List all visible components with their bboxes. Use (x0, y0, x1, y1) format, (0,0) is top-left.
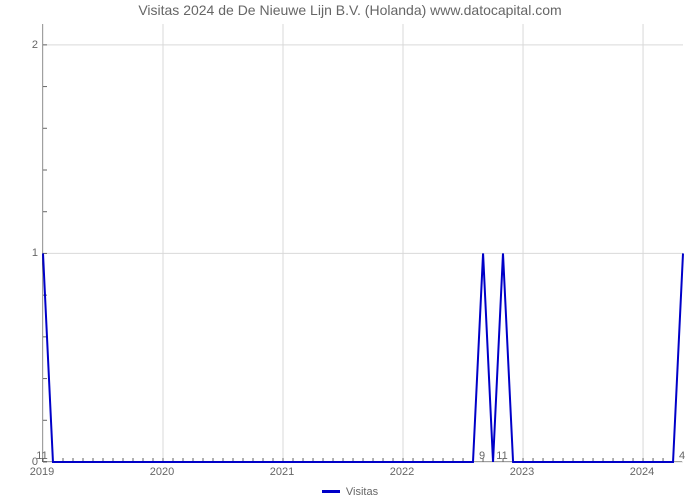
visits-chart: Visitas 2024 de De Nieuwe Lijn B.V. (Hol… (0, 0, 700, 500)
legend-swatch (322, 490, 340, 493)
data-point-label: 4 (679, 450, 685, 462)
x-tick-label: 2019 (30, 466, 54, 478)
legend-item-visitas: Visitas (322, 486, 378, 498)
data-point-label: 11 (36, 450, 47, 462)
data-point-label: 11 (496, 450, 507, 462)
data-point-label: 9 (479, 450, 485, 462)
legend: Visitas (0, 480, 700, 498)
plot-area (42, 24, 682, 462)
chart-canvas (43, 24, 683, 462)
x-tick-label: 2020 (150, 466, 174, 478)
chart-title: Visitas 2024 de De Nieuwe Lijn B.V. (Hol… (0, 2, 700, 18)
x-tick-label: 2023 (510, 466, 534, 478)
y-tick-label: 1 (8, 247, 38, 259)
x-tick-label: 2024 (630, 466, 654, 478)
x-tick-label: 2022 (390, 466, 414, 478)
gridlines (43, 24, 683, 462)
series-line (43, 253, 683, 462)
y-tick-label: 2 (8, 39, 38, 51)
legend-label: Visitas (346, 486, 378, 498)
x-tick-label: 2021 (270, 466, 294, 478)
